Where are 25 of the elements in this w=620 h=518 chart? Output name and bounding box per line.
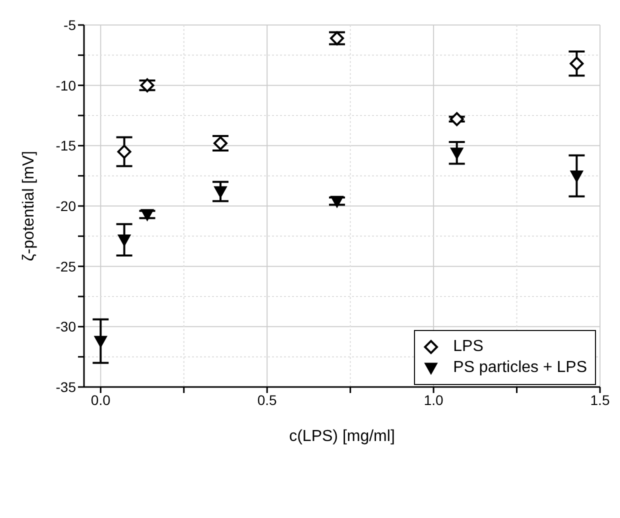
point: [570, 56, 584, 71]
legend-label: PS particles + LPS: [453, 359, 587, 377]
point: [140, 209, 154, 221]
x-tick-label: 0.5: [257, 392, 278, 408]
x-axis-title: c(LPS) [mg/ml]: [289, 428, 395, 445]
point: [117, 144, 132, 159]
x-tick-label: 0.0: [90, 392, 111, 408]
point: [118, 234, 131, 246]
point: [450, 112, 464, 126]
point: [214, 186, 227, 198]
y-tick-label: -35: [56, 378, 76, 395]
y-tick-label: -25: [56, 258, 76, 274]
x-tick-label: 1.0: [424, 392, 444, 408]
x-tick-label: 1.5: [590, 392, 610, 408]
point: [450, 148, 464, 160]
y-axis-title: ζ-potential [mV]: [20, 150, 38, 262]
y-tick-label: -10: [56, 77, 76, 94]
y-tick-label: -30: [56, 318, 76, 335]
point: [570, 170, 584, 182]
legend-label: LPS: [453, 338, 484, 356]
y-tick-label: -20: [56, 198, 76, 214]
point: [330, 196, 344, 208]
y-tick-label: -5: [64, 16, 76, 33]
y-tick-label: -15: [56, 138, 76, 154]
point: [94, 336, 108, 348]
